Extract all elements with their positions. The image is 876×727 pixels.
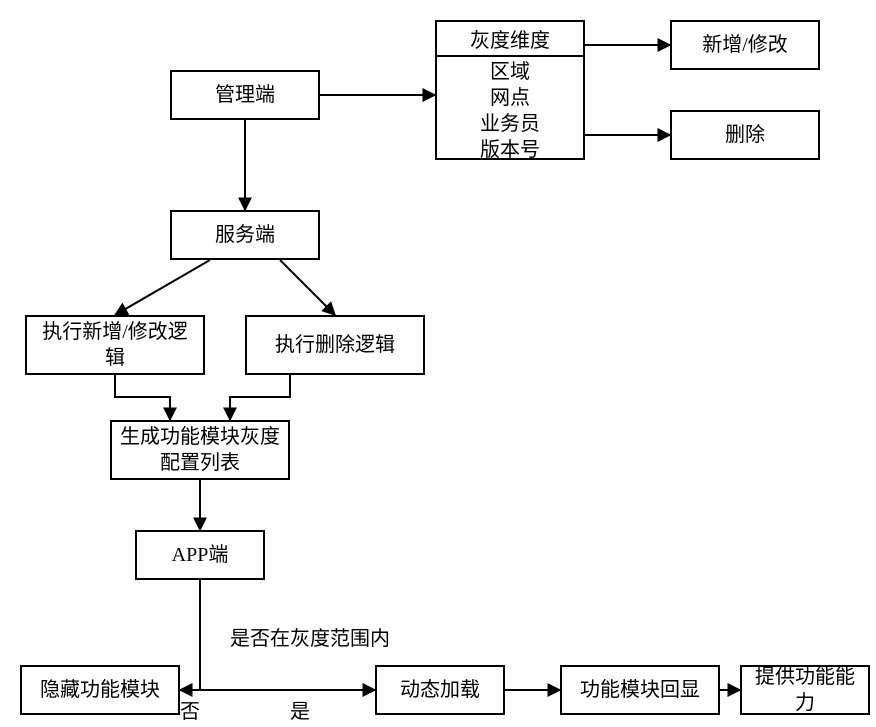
node-delete: 删除 (670, 110, 820, 160)
node-exec-add: 执行新增/修改逻辑 (25, 315, 205, 375)
node-dimension: 灰度维度 区域 网点 业务员 版本号 (435, 20, 585, 160)
dimension-item: 版本号 (437, 137, 583, 163)
edge (115, 375, 170, 420)
node-dynamic: 动态加载 (375, 665, 505, 715)
node-redisplay: 功能模块回显 (560, 665, 720, 715)
node-provide: 提供功能能力 (740, 665, 870, 715)
node-admin: 管理端 (170, 70, 320, 120)
node-add-modify: 新增/修改 (670, 20, 820, 70)
dimension-item: 网点 (437, 85, 583, 111)
node-hide: 隐藏功能模块 (20, 665, 180, 715)
edge (115, 260, 210, 315)
edge (280, 260, 335, 315)
node-exec-del: 执行删除逻辑 (245, 315, 425, 375)
node-server: 服务端 (170, 210, 320, 260)
decision-label: 是否在灰度范围内 (230, 622, 390, 651)
dimension-item: 区域 (437, 59, 583, 85)
edge (230, 375, 290, 420)
node-app: APP端 (135, 530, 265, 580)
dimension-header: 灰度维度 (437, 22, 583, 57)
branch-no-label: 否 (180, 695, 200, 724)
dimension-item: 业务员 (437, 111, 583, 137)
dimension-body: 区域 网点 业务员 版本号 (437, 57, 583, 165)
branch-yes-label: 是 (290, 695, 310, 724)
node-gen-list: 生成功能模块灰度配置列表 (110, 420, 290, 480)
